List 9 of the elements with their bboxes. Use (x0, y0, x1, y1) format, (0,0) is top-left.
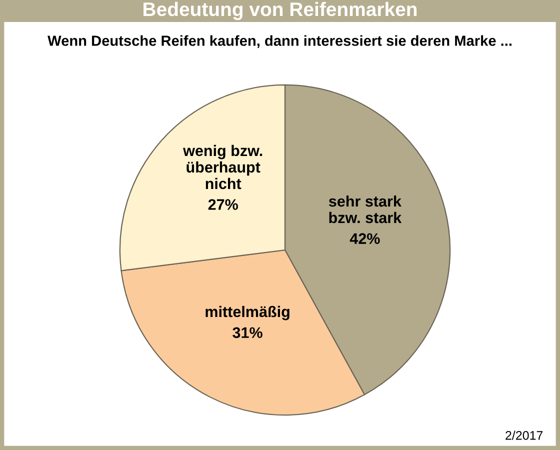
chart-subtitle: Wenn Deutsche Reifen kaufen, dann interessiert sie deren Marke ... (48, 35, 512, 48)
data-label: 31% (232, 327, 262, 338)
data-label: 27% (208, 199, 238, 210)
slice-label: wenig bzw. überhaupt nicht (183, 144, 262, 190)
text: 2/2017 (506, 430, 543, 440)
chart-title: Bedeutung von Reifenmarken (144, 2, 417, 20)
slice-label: mittelmäßig (206, 306, 290, 320)
data-label: 42% (350, 233, 380, 244)
slice-label: sehr stark bzw. stark (328, 195, 402, 224)
